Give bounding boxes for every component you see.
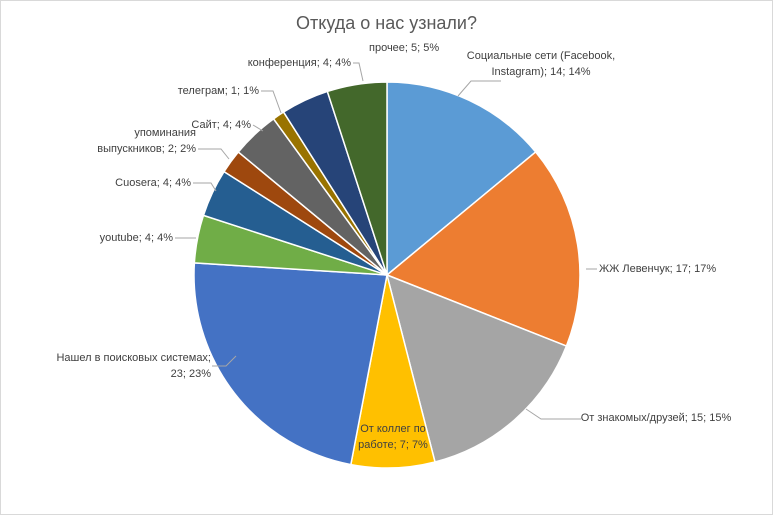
leader-lines <box>175 62 597 420</box>
chart-title: Откуда о нас узнали? <box>296 13 477 33</box>
pie-slice <box>385 150 581 348</box>
data-label: конференция; 4; 4% <box>247 57 351 69</box>
leader-line <box>261 90 282 114</box>
data-label: ЖЖ Левенчук; 17; 17% <box>599 263 717 275</box>
leader-line <box>457 80 501 97</box>
data-label: От знакомых/друзей; 15; 15% <box>580 412 732 424</box>
data-label: упоминания выпускников; 2; 2% <box>97 127 196 155</box>
data-label: прочее; 5; 5% <box>369 42 440 54</box>
data-label: Социальные сети (Facebook, Instagram); 1… <box>466 50 616 78</box>
data-label: От коллег по работе; 7; 7% <box>358 423 428 451</box>
data-label: Сайт; 4; 4% <box>191 119 251 131</box>
pie-slice <box>193 262 388 466</box>
data-label: Нашел в поисковых системах; 23; 23% <box>56 352 211 380</box>
leader-line <box>525 408 581 420</box>
data-label: телеграм; 1; 1% <box>177 85 259 97</box>
data-label: Cuosera; 4; 4% <box>115 177 191 189</box>
data-label: youtube; 4; 4% <box>99 232 173 244</box>
leader-line <box>198 148 230 160</box>
pie-slice <box>326 81 388 276</box>
leader-line <box>353 62 364 82</box>
leader-line <box>252 124 264 132</box>
leader-line <box>193 182 217 192</box>
pie-slice <box>385 273 568 463</box>
pie-slice <box>386 81 537 277</box>
leader-line <box>212 355 237 367</box>
